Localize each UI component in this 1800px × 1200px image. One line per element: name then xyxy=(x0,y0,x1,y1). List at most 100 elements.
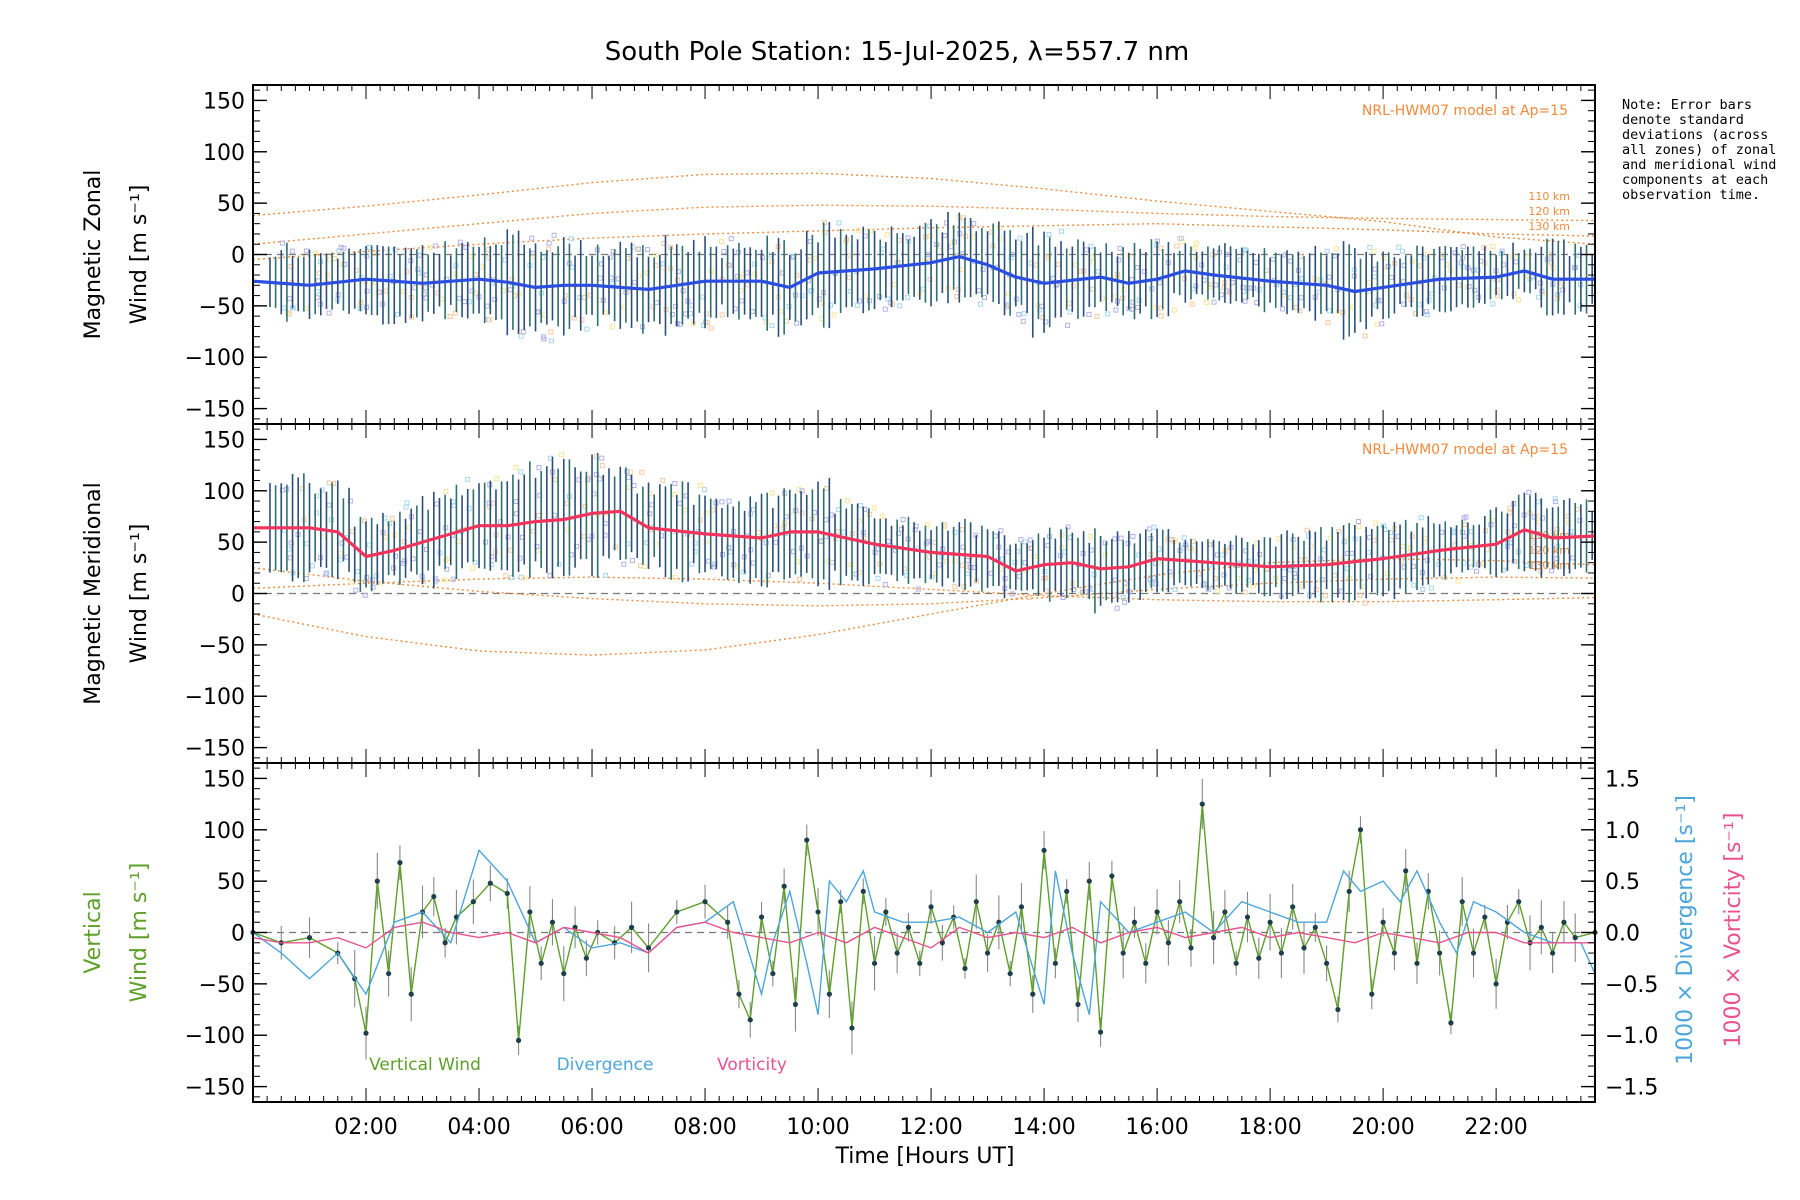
vertical-wind-point xyxy=(1572,935,1578,941)
zonal-zone-sample xyxy=(884,232,890,238)
vertical-wind-point xyxy=(770,970,776,977)
meridional-zone-sample xyxy=(1291,544,1297,550)
meridional-zone-sample xyxy=(639,469,645,475)
vertical-wind-point xyxy=(1143,960,1149,966)
zonal-zone-sample xyxy=(1513,259,1519,265)
meridional-zone-sample xyxy=(287,555,293,561)
meridional-model-curve-2 xyxy=(252,576,1596,603)
zonal-zone-sample xyxy=(1094,313,1100,319)
zonal-zone-sample xyxy=(957,266,963,272)
meridional-zone-sample xyxy=(750,560,756,566)
zonal-zone-sample xyxy=(897,303,903,309)
meridional-zone-sample xyxy=(964,571,970,577)
vertical-wind-point xyxy=(1561,919,1567,925)
meridional-zone-sample xyxy=(799,488,805,494)
vertical-wind-point xyxy=(758,914,765,920)
meridional-zone-sample xyxy=(1436,561,1442,567)
zonal-zone-sample xyxy=(1083,247,1089,253)
zonal-zone-sample xyxy=(568,236,574,242)
vertical-wind-point xyxy=(1233,960,1239,966)
zonal-zone-sample xyxy=(326,310,332,316)
x-tick-label: 08:00 xyxy=(673,1115,736,1140)
zonal-zone-sample xyxy=(366,244,372,250)
meridional-zone-sample xyxy=(703,538,709,544)
zonal-zone-sample xyxy=(1021,311,1027,317)
meridional-zone-sample xyxy=(1087,534,1093,540)
zonal-zone-sample xyxy=(769,323,775,329)
zonal-zone-sample xyxy=(654,300,660,306)
meridional-zone-sample xyxy=(522,575,528,581)
x-axis-label: Time [Hours UT] xyxy=(835,1144,1015,1169)
zonal-zone-sample xyxy=(327,256,333,262)
zonal-zone-sample xyxy=(1371,249,1377,255)
zonal-zone-sample xyxy=(1379,321,1385,327)
zonal-zone-sample xyxy=(478,264,484,270)
zonal-zone-sample xyxy=(1417,302,1423,308)
meridional-zone-sample xyxy=(1554,526,1560,532)
right-y-tick-label: 1.5 xyxy=(1605,767,1640,792)
zonal-zone-sample xyxy=(1396,244,1402,250)
meridional-zone-sample xyxy=(1409,533,1415,539)
meridional-zone-sample xyxy=(1313,587,1319,593)
meridional-zone-sample xyxy=(373,573,379,579)
meridional-zone-sample xyxy=(961,583,967,589)
zonal-zone-sample xyxy=(417,252,423,258)
zonal-zone-sample xyxy=(462,299,468,305)
zonal-zone-sample xyxy=(650,304,656,310)
zonal-zone-sample xyxy=(1417,263,1423,269)
meridional-zone-sample xyxy=(875,575,881,581)
zonal-zone-sample xyxy=(1050,275,1056,281)
zonal-zone-sample xyxy=(719,239,725,245)
meridional-zone-sample xyxy=(1114,605,1120,611)
vertical-wind-point xyxy=(1154,909,1160,915)
zonal-zone-sample xyxy=(400,289,406,295)
meridional-zone-sample xyxy=(1566,520,1572,526)
zonal-zone-sample xyxy=(1362,333,1368,339)
zonal-y-tick-label: 50 xyxy=(217,192,245,217)
meridional-zone-sample xyxy=(621,561,627,567)
meridional-zone-sample xyxy=(493,476,499,482)
zonal-zone-sample xyxy=(981,295,987,301)
meridional-y-tick-label: 150 xyxy=(203,428,245,453)
vertical-wind-point xyxy=(1064,888,1070,895)
meridional-zone-sample xyxy=(508,547,514,553)
meridional-zone-sample xyxy=(1060,594,1066,600)
zonal-zone-sample xyxy=(1494,293,1500,299)
zonal-zone-sample xyxy=(542,312,548,318)
zonal-zone-sample xyxy=(1193,240,1199,246)
meridional-zone-sample xyxy=(323,571,329,577)
vertical-wind-point xyxy=(1188,945,1194,951)
vertical-wind-point xyxy=(408,991,414,997)
zonal-y-label-line1: Magnetic Zonal xyxy=(81,170,106,340)
meridional-zone-sample xyxy=(728,549,734,555)
zonal-zone-sample xyxy=(1298,295,1304,301)
zonal-model-label-0: 110 km xyxy=(1528,190,1570,203)
zonal-model-curve-2 xyxy=(252,222,1596,261)
meridional-zone-sample xyxy=(348,580,354,586)
meridional-zone-sample xyxy=(1302,556,1308,562)
x-tick-label: 02:00 xyxy=(334,1115,397,1140)
vertical-wind-point xyxy=(1482,914,1488,920)
right-y-tick-label: −0.5 xyxy=(1605,973,1658,998)
vertical-wind-point xyxy=(538,960,544,966)
zonal-zone-sample xyxy=(822,220,828,226)
meridional-zone-sample xyxy=(503,573,509,579)
zonal-zone-sample xyxy=(609,324,615,330)
zonal-zone-sample xyxy=(1055,261,1061,267)
zonal-zone-sample xyxy=(487,317,493,323)
zonal-zone-sample xyxy=(1243,247,1249,253)
vertical-wind-point xyxy=(1278,950,1284,956)
zonal-zone-sample xyxy=(1219,292,1225,298)
meridional-zone-sample xyxy=(536,513,542,519)
meridional-zone-sample xyxy=(349,528,355,534)
zonal-zone-sample xyxy=(1040,315,1046,321)
meridional-zone-sample xyxy=(1474,568,1480,574)
meridional-zone-sample xyxy=(597,476,603,482)
vertical-wind-point xyxy=(583,955,589,961)
vertical-y-tick-label: 0 xyxy=(231,922,245,947)
vertical-wind-point xyxy=(1165,940,1171,946)
meridional-zone-sample xyxy=(353,587,359,593)
meridional-zone-sample xyxy=(361,518,367,524)
meridional-zone-sample xyxy=(702,487,708,493)
vertical-wind-point xyxy=(306,935,313,941)
